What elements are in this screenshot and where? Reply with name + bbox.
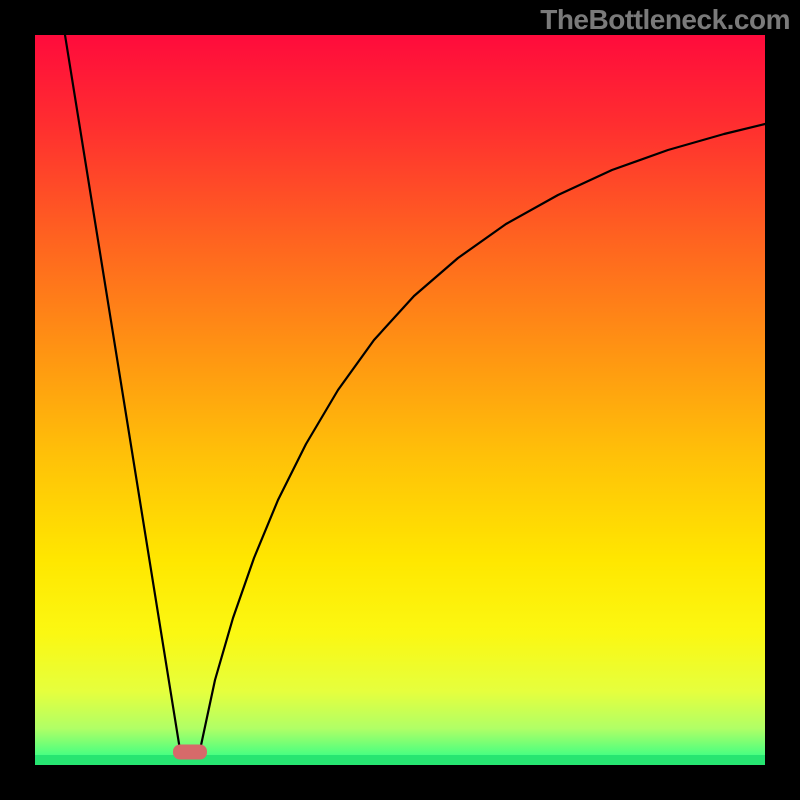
watermark-text: TheBottleneck.com (540, 4, 790, 36)
bottleneck-chart (0, 0, 800, 800)
chart-container: TheBottleneck.com (0, 0, 800, 800)
